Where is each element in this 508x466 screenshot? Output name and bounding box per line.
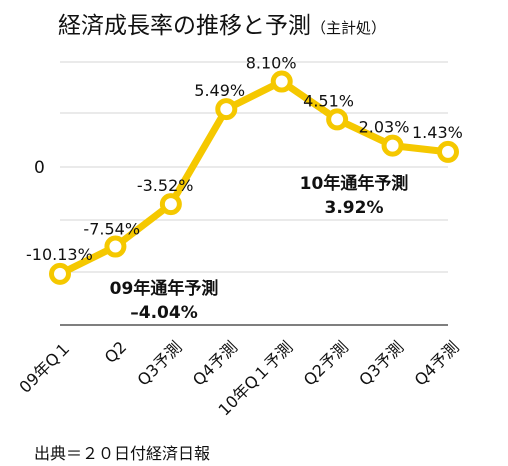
chart-title-main: 経済成長率の推移と予測 [58,13,311,39]
data-point [215,98,238,121]
data-label: 2.03% [359,118,410,137]
x-tick-label: Q4予測 [411,337,463,389]
y-tick-label: 0 [34,158,45,178]
x-tick-label: Q3予測 [134,337,186,389]
x-tick-label: Q3予測 [355,337,407,389]
chart-subtitle: （主計処） [311,19,387,37]
data-point [381,134,404,157]
data-label: -3.52% [137,176,194,195]
data-point [270,70,293,93]
annotation-label: 10年通年予測 [300,173,409,194]
data-points [49,70,459,285]
annotation-label: 09年通年予測 [110,278,219,299]
data-point [437,140,459,163]
data-label: -7.54% [83,220,140,239]
data-label: 4.51% [303,91,354,110]
data-point [49,262,71,285]
x-tick-label: Q2予測 [300,337,352,389]
annotation-value: –4.04% [130,303,197,323]
chart-title: 経済成長率の推移と予測（主計処） [58,6,386,40]
data-label: -10.13% [26,245,93,264]
data-point [326,108,349,131]
data-point [104,235,127,258]
annotation-value: 3.92% [325,198,384,218]
y-axis-ticks: 0 [34,158,45,178]
gridlines [60,61,448,326]
data-labels: -10.13%-7.54%-3.52%5.49%8.10%4.51%2.03% 1… [26,54,463,264]
data-label: 1.43% [412,123,463,142]
x-tick-label: Q4予測 [189,337,241,389]
data-label: 8.10% [246,54,297,73]
data-point [159,193,182,216]
x-tick-label: Q2 [101,337,131,367]
annotations: 09年通年予測 –4.04% 10年通年予測 3.92% [110,173,409,323]
data-label: 5.49% [194,81,245,100]
source-note: 出典＝２０日付経済日報 [34,444,211,463]
x-tick-label: 09年Q１ [15,337,74,396]
